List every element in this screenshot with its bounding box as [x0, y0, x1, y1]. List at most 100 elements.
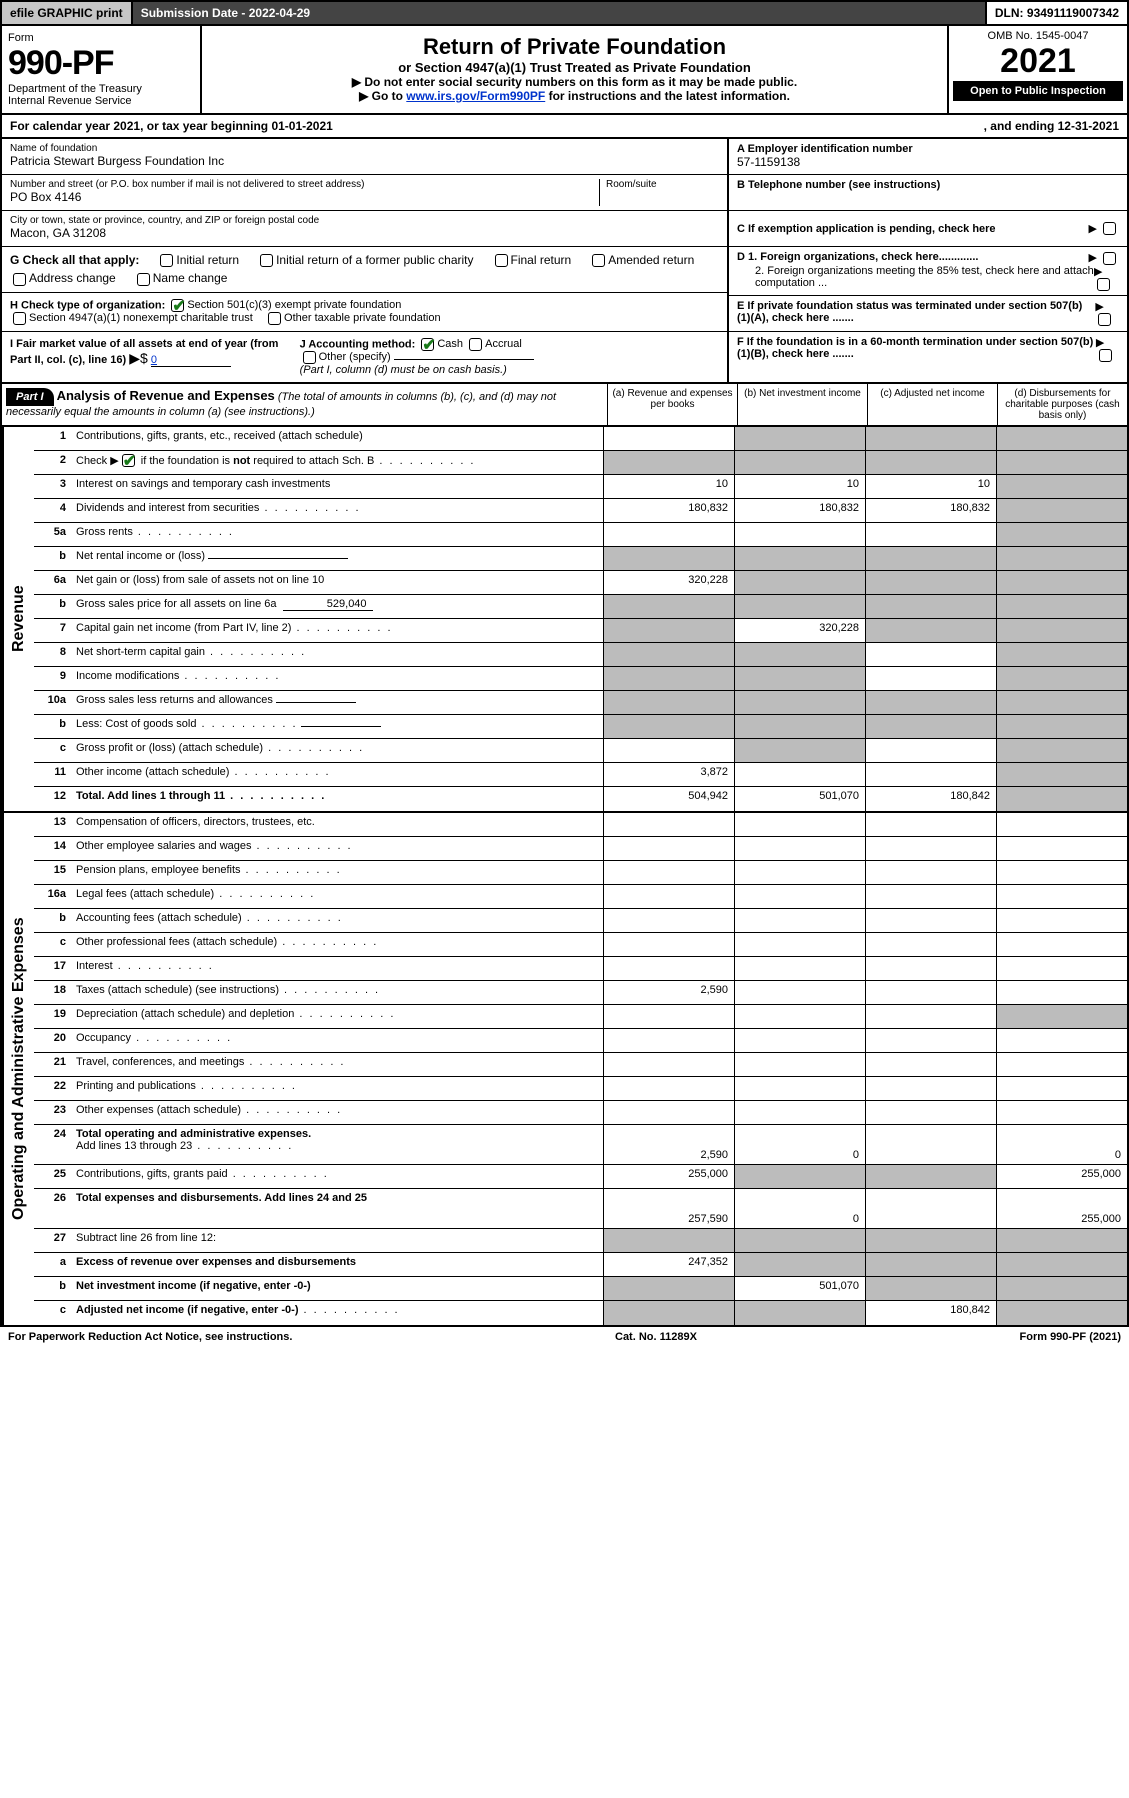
- line-3: 3Interest on savings and temporary cash …: [34, 475, 1127, 499]
- line-20: 20Occupancy: [34, 1029, 1127, 1053]
- b-row: B Telephone number (see instructions): [729, 175, 1127, 211]
- d-row: D 1. Foreign organizations, check here..…: [729, 247, 1127, 296]
- f-row: F If the foundation is in a 60-month ter…: [729, 332, 1127, 368]
- g-opt-1[interactable]: Initial return of a former public charit…: [257, 253, 473, 267]
- i-value[interactable]: 0: [151, 354, 231, 367]
- e-row: E If private foundation status was termi…: [729, 296, 1127, 332]
- footer-mid: Cat. No. 11289X: [615, 1331, 697, 1343]
- info-left: Name of foundation Patricia Stewart Burg…: [2, 139, 727, 382]
- line-16b: bAccounting fees (attach schedule): [34, 909, 1127, 933]
- col-a: (a) Revenue and expenses per books: [607, 384, 737, 425]
- line-24: 24Total operating and administrative exp…: [34, 1125, 1127, 1165]
- tax-year: 2021: [953, 42, 1123, 81]
- omb: OMB No. 1545-0047: [953, 30, 1123, 42]
- line-27b: bNet investment income (if negative, ent…: [34, 1277, 1127, 1301]
- g-opt-0[interactable]: Initial return: [157, 253, 239, 267]
- h-opt-1[interactable]: Section 501(c)(3) exempt private foundat…: [168, 299, 401, 311]
- line-25: 25Contributions, gifts, grants paid255,0…: [34, 1165, 1127, 1189]
- info-right: A Employer identification number 57-1159…: [727, 139, 1127, 382]
- address: PO Box 4146: [10, 190, 599, 204]
- instruction-1: ▶ Do not enter social security numbers o…: [210, 75, 939, 89]
- footer: For Paperwork Reduction Act Notice, see …: [0, 1327, 1129, 1347]
- efile-label: efile GRAPHIC print: [2, 2, 133, 24]
- h-opt-2[interactable]: Section 4947(a)(1) nonexempt charitable …: [10, 312, 253, 324]
- form-number: 990-PF: [8, 44, 194, 83]
- line-16c: cOther professional fees (attach schedul…: [34, 933, 1127, 957]
- room-label: Room/suite: [606, 179, 719, 190]
- line-21: 21Travel, conferences, and meetings: [34, 1053, 1127, 1077]
- addr-row: Number and street (or P.O. box number if…: [2, 175, 727, 211]
- top-bar: efile GRAPHIC print Submission Date - 20…: [0, 0, 1129, 26]
- city: Macon, GA 31208: [10, 226, 719, 240]
- info-grid: Name of foundation Patricia Stewart Burg…: [0, 139, 1129, 384]
- footer-right: Form 990-PF (2021): [1020, 1331, 1122, 1343]
- ij-row: I Fair market value of all assets at end…: [2, 332, 727, 382]
- instruction-2: ▶ Go to www.irs.gov/Form990PF for instru…: [210, 89, 939, 103]
- j-cash[interactable]: Cash: [418, 338, 463, 350]
- revenue-vlabel: Revenue: [2, 427, 34, 811]
- line-8: 8Net short-term capital gain: [34, 643, 1127, 667]
- g-opt-3[interactable]: Amended return: [589, 253, 694, 267]
- j-accrual[interactable]: Accrual: [466, 338, 522, 350]
- submission-date: Submission Date - 2022-04-29: [133, 2, 987, 24]
- line-10a: 10aGross sales less returns and allowanc…: [34, 691, 1127, 715]
- f-checkbox[interactable]: [1099, 349, 1112, 362]
- g-opt-2[interactable]: Final return: [492, 253, 572, 267]
- line-5a: 5aGross rents: [34, 523, 1127, 547]
- part1-title: Analysis of Revenue and Expenses: [57, 388, 275, 403]
- j-note: (Part I, column (d) must be on cash basi…: [300, 364, 507, 376]
- part1-desc: Part I Analysis of Revenue and Expenses …: [2, 384, 607, 425]
- g-label: G Check all that apply:: [10, 253, 139, 267]
- j-other[interactable]: Other (specify): [300, 351, 391, 363]
- line-23: 23Other expenses (attach schedule): [34, 1101, 1127, 1125]
- d1-checkbox[interactable]: [1103, 252, 1116, 265]
- calendar-year-row: For calendar year 2021, or tax year begi…: [0, 115, 1129, 139]
- footer-left: For Paperwork Reduction Act Notice, see …: [8, 1331, 292, 1343]
- h-opt-3[interactable]: Other taxable private foundation: [265, 312, 441, 324]
- e-checkbox[interactable]: [1098, 313, 1111, 326]
- cal-left: For calendar year 2021, or tax year begi…: [10, 119, 333, 133]
- name-row: Name of foundation Patricia Stewart Burg…: [2, 139, 727, 175]
- ein: 57-1159138: [737, 155, 1119, 169]
- d2-checkbox[interactable]: [1097, 278, 1110, 291]
- line-4: 4Dividends and interest from securities1…: [34, 499, 1127, 523]
- part1-header: Part I Analysis of Revenue and Expenses …: [0, 384, 1129, 427]
- foundation-name: Patricia Stewart Burgess Foundation Inc: [10, 154, 719, 168]
- line-7: 7Capital gain net income (from Part IV, …: [34, 619, 1127, 643]
- city-row: City or town, state or province, country…: [2, 211, 727, 247]
- c-row: C If exemption application is pending, c…: [729, 211, 1127, 247]
- line-6b: bGross sales price for all assets on lin…: [34, 595, 1127, 619]
- revenue-block: Revenue 1Contributions, gifts, grants, e…: [0, 427, 1129, 813]
- col-d: (d) Disbursements for charitable purpose…: [997, 384, 1127, 425]
- h-check-row: H Check type of organization: Section 50…: [2, 293, 727, 332]
- cal-right: , and ending 12-31-2021: [984, 119, 1119, 133]
- line-12: 12Total. Add lines 1 through 11504,94250…: [34, 787, 1127, 811]
- part-label: Part I: [6, 388, 54, 406]
- irs-link[interactable]: www.irs.gov/Form990PF: [406, 89, 545, 103]
- line-17: 17Interest: [34, 957, 1127, 981]
- open-public: Open to Public Inspection: [953, 81, 1123, 101]
- g-check-row: G Check all that apply: Initial return I…: [2, 247, 727, 293]
- g-opt-4[interactable]: Address change: [10, 271, 116, 285]
- line-5b: bNet rental income or (loss): [34, 547, 1127, 571]
- col-c: (c) Adjusted net income: [867, 384, 997, 425]
- g-opt-5[interactable]: Name change: [134, 271, 228, 285]
- dept: Department of the Treasury: [8, 83, 194, 95]
- line-19: 19Depreciation (attach schedule) and dep…: [34, 1005, 1127, 1029]
- line-13: 13Compensation of officers, directors, t…: [34, 813, 1127, 837]
- l2-checkbox[interactable]: [122, 454, 135, 467]
- form-header: Form 990-PF Department of the Treasury I…: [0, 26, 1129, 115]
- j-block: J Accounting method: Cash Accrual Other …: [290, 338, 719, 376]
- c-checkbox[interactable]: [1103, 222, 1116, 235]
- line-6a: 6aNet gain or (loss) from sale of assets…: [34, 571, 1127, 595]
- form-title: Return of Private Foundation: [210, 34, 939, 60]
- a-row: A Employer identification number 57-1159…: [729, 139, 1127, 175]
- expenses-block: Operating and Administrative Expenses 13…: [0, 813, 1129, 1327]
- line-27: 27Subtract line 26 from line 12:: [34, 1229, 1127, 1253]
- form-word: Form: [8, 32, 194, 44]
- header-left: Form 990-PF Department of the Treasury I…: [2, 26, 202, 113]
- line-18: 18Taxes (attach schedule) (see instructi…: [34, 981, 1127, 1005]
- line-10b: bLess: Cost of goods sold: [34, 715, 1127, 739]
- line-27c: cAdjusted net income (if negative, enter…: [34, 1301, 1127, 1325]
- line-22: 22Printing and publications: [34, 1077, 1127, 1101]
